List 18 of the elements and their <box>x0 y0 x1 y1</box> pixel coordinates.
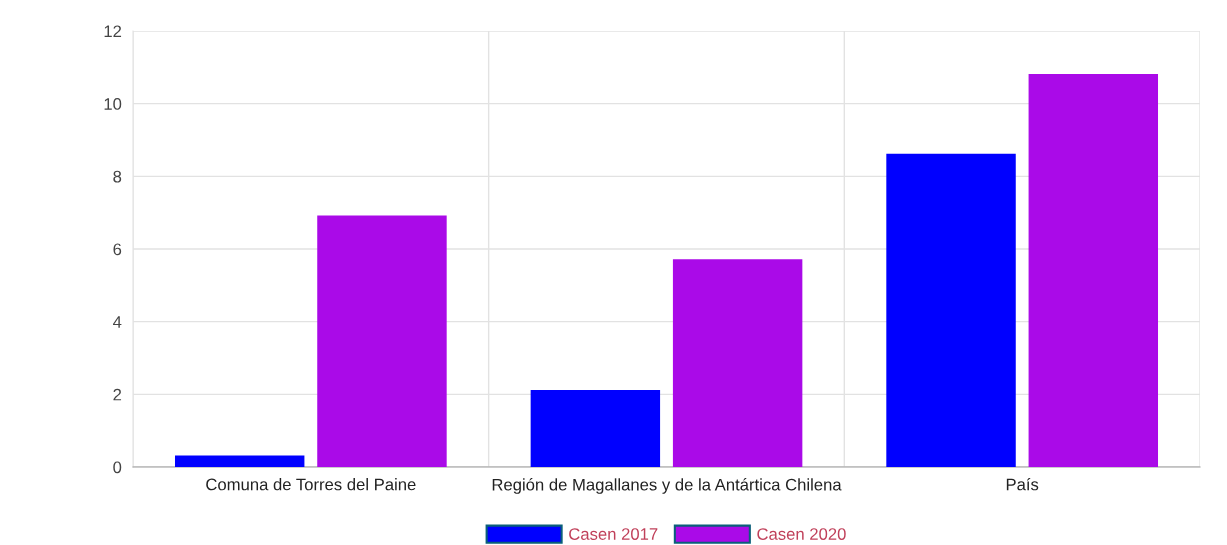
bar <box>174 455 305 467</box>
x-tick-label: País <box>1006 477 1039 491</box>
bar <box>1028 73 1159 467</box>
bar <box>672 259 803 467</box>
legend-label: Casen 2017 <box>569 528 658 540</box>
legend-label: Casen 2020 <box>757 528 846 540</box>
x-tick-label: Comuna de Torres del Paine <box>206 478 416 491</box>
y-tick-label: 12 <box>104 25 122 38</box>
y-tick-label: 10 <box>104 98 122 110</box>
y-tick-label: 0 <box>113 461 122 474</box>
y-tick-label: 8 <box>113 170 122 183</box>
y-tick-label: 6 <box>113 243 122 256</box>
x-tick-label: Región de Magallanes y de la Antártica Chilena <box>492 478 842 494</box>
y-tick-label: 4 <box>113 316 122 328</box>
bar <box>317 215 447 467</box>
y-tick-label: 2 <box>113 388 122 401</box>
bar <box>886 153 1016 467</box>
bar <box>530 390 661 467</box>
